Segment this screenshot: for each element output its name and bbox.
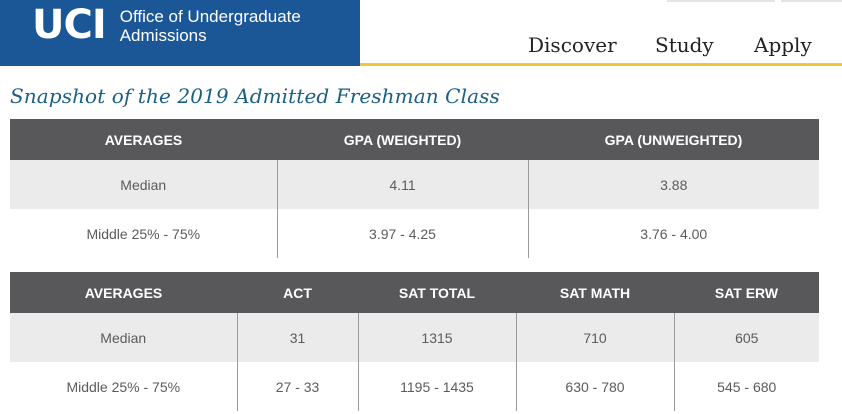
table-cell: 3.88 xyxy=(527,160,819,209)
test-scores-table: AVERAGES ACT SAT TOTAL SAT MATH SAT ERW … xyxy=(10,272,819,411)
column-header: AVERAGES xyxy=(10,119,277,160)
row-label: Middle 25% - 75% xyxy=(10,362,237,411)
column-header: SAT MATH xyxy=(516,272,674,313)
table-row: Median 31 1315 710 605 xyxy=(10,313,819,362)
nav-study[interactable]: Study xyxy=(655,33,714,57)
column-header: AVERAGES xyxy=(10,272,237,313)
column-header: SAT ERW xyxy=(674,272,819,313)
table-row: Median 4.11 3.88 xyxy=(10,160,819,209)
page-title: Snapshot of the 2019 Admitted Freshman C… xyxy=(10,84,500,108)
table-cell: 710 xyxy=(515,313,674,362)
logo-text-line1: Office of Undergraduate xyxy=(119,7,301,26)
column-header: SAT TOTAL xyxy=(358,272,516,313)
column-header: ACT xyxy=(237,272,358,313)
row-label: Median xyxy=(10,160,277,209)
table-cell: 27 - 33 xyxy=(236,362,358,411)
uci-logo-mark: UCI xyxy=(32,2,107,48)
table-cell: 605 xyxy=(673,313,819,362)
logo-text-line2: Admissions xyxy=(119,26,207,45)
column-header: GPA (WEIGHTED) xyxy=(277,119,528,160)
table-cell: 3.76 - 4.00 xyxy=(527,209,819,258)
table-cell: 3.97 - 4.25 xyxy=(276,209,528,258)
nav-discover[interactable]: Discover xyxy=(528,33,617,57)
table-row: Middle 25% - 75% 27 - 33 1195 - 1435 630… xyxy=(10,362,819,411)
table-cell: 1315 xyxy=(357,313,516,362)
table-cell: 4.11 xyxy=(276,160,528,209)
table-header-row: AVERAGES GPA (WEIGHTED) GPA (UNWEIGHTED) xyxy=(10,119,819,160)
nav-underline xyxy=(360,63,842,66)
main-nav: Discover Study Apply xyxy=(0,32,842,60)
uci-logo-link[interactable]: UCI Office of Undergraduate Admissions xyxy=(0,0,360,66)
table-cell: 630 - 780 xyxy=(515,362,674,411)
column-header: GPA (UNWEIGHTED) xyxy=(528,119,819,160)
logo-office-name: Office of Undergraduate Admissions xyxy=(120,7,301,45)
top-divider xyxy=(781,0,842,2)
top-divider xyxy=(667,0,775,2)
table-cell: 545 - 680 xyxy=(673,362,819,411)
row-label: Median xyxy=(10,313,237,362)
gpa-table: AVERAGES GPA (WEIGHTED) GPA (UNWEIGHTED)… xyxy=(10,119,819,258)
table-cell: 31 xyxy=(236,313,358,362)
table-cell: 1195 - 1435 xyxy=(357,362,516,411)
table-row: Middle 25% - 75% 3.97 - 4.25 3.76 - 4.00 xyxy=(10,209,819,258)
row-label: Middle 25% - 75% xyxy=(10,209,277,258)
table-header-row: AVERAGES ACT SAT TOTAL SAT MATH SAT ERW xyxy=(10,272,819,313)
nav-apply[interactable]: Apply xyxy=(754,33,812,57)
